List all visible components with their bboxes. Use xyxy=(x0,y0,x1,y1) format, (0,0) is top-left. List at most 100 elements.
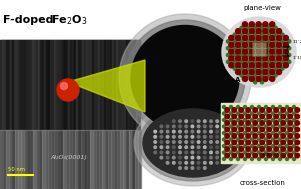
Circle shape xyxy=(287,47,291,50)
Circle shape xyxy=(172,161,175,164)
Circle shape xyxy=(254,74,257,77)
Circle shape xyxy=(286,112,288,115)
Circle shape xyxy=(288,153,293,158)
Circle shape xyxy=(242,49,248,54)
Text: A: A xyxy=(235,77,240,83)
Circle shape xyxy=(222,125,225,128)
Circle shape xyxy=(278,138,281,141)
Bar xyxy=(28,40,30,130)
Circle shape xyxy=(226,40,230,43)
Bar xyxy=(10,40,12,130)
Circle shape xyxy=(222,119,225,122)
Circle shape xyxy=(244,151,247,154)
Bar xyxy=(44,40,46,130)
Circle shape xyxy=(240,33,243,36)
Circle shape xyxy=(236,56,241,61)
Circle shape xyxy=(287,53,291,57)
Circle shape xyxy=(274,47,277,50)
Ellipse shape xyxy=(125,20,245,136)
Circle shape xyxy=(242,56,248,61)
Bar xyxy=(99,130,102,189)
Circle shape xyxy=(270,63,275,68)
Circle shape xyxy=(278,125,281,128)
Circle shape xyxy=(154,130,157,133)
Bar xyxy=(102,130,105,189)
Bar xyxy=(24,130,27,189)
Circle shape xyxy=(272,151,275,154)
Circle shape xyxy=(283,56,288,61)
Circle shape xyxy=(222,105,225,108)
Circle shape xyxy=(210,161,212,164)
Circle shape xyxy=(278,157,281,160)
Circle shape xyxy=(293,112,296,115)
Circle shape xyxy=(197,151,200,154)
Circle shape xyxy=(216,146,219,149)
Bar xyxy=(82,40,84,130)
Circle shape xyxy=(276,29,282,34)
Circle shape xyxy=(288,121,293,125)
Circle shape xyxy=(225,121,229,125)
Bar xyxy=(132,40,134,130)
Circle shape xyxy=(222,132,225,135)
Circle shape xyxy=(172,125,175,128)
Circle shape xyxy=(166,141,169,143)
Circle shape xyxy=(278,132,281,135)
Circle shape xyxy=(249,42,254,47)
Circle shape xyxy=(249,49,254,54)
Circle shape xyxy=(288,134,293,138)
Circle shape xyxy=(274,108,278,112)
Bar xyxy=(34,40,36,130)
Circle shape xyxy=(222,157,225,160)
Circle shape xyxy=(293,125,296,128)
Circle shape xyxy=(203,136,206,138)
Circle shape xyxy=(246,108,250,112)
Bar xyxy=(14,40,16,130)
Circle shape xyxy=(253,121,257,125)
Circle shape xyxy=(247,40,250,43)
Circle shape xyxy=(274,153,278,158)
Circle shape xyxy=(286,105,288,108)
Circle shape xyxy=(267,67,270,70)
Bar xyxy=(120,40,122,130)
Circle shape xyxy=(265,119,268,122)
Circle shape xyxy=(286,145,288,147)
Circle shape xyxy=(232,127,237,132)
Bar xyxy=(118,40,120,130)
Circle shape xyxy=(242,22,248,27)
Circle shape xyxy=(197,120,200,122)
Circle shape xyxy=(197,167,200,169)
Circle shape xyxy=(260,121,265,125)
Bar xyxy=(52,40,54,130)
Circle shape xyxy=(247,26,250,29)
Bar xyxy=(130,40,132,130)
Circle shape xyxy=(197,136,200,138)
Circle shape xyxy=(160,136,163,138)
Circle shape xyxy=(260,47,264,50)
Circle shape xyxy=(216,120,219,122)
Circle shape xyxy=(250,145,253,147)
Circle shape xyxy=(293,105,296,108)
Circle shape xyxy=(210,125,212,128)
Circle shape xyxy=(254,40,257,43)
Circle shape xyxy=(274,134,278,138)
Bar xyxy=(4,40,6,130)
Circle shape xyxy=(293,151,296,154)
Circle shape xyxy=(272,112,275,115)
Bar xyxy=(96,130,99,189)
Circle shape xyxy=(293,138,296,141)
Circle shape xyxy=(210,141,212,143)
Circle shape xyxy=(179,151,181,154)
Circle shape xyxy=(191,161,194,164)
Circle shape xyxy=(260,147,265,151)
Circle shape xyxy=(253,140,257,145)
Circle shape xyxy=(228,151,231,154)
Bar xyxy=(87,130,90,189)
Circle shape xyxy=(295,114,299,119)
Circle shape xyxy=(274,40,277,43)
Circle shape xyxy=(274,147,278,151)
Circle shape xyxy=(166,146,169,149)
Circle shape xyxy=(257,157,260,160)
Circle shape xyxy=(225,114,229,119)
Circle shape xyxy=(260,53,264,57)
Circle shape xyxy=(232,140,237,145)
